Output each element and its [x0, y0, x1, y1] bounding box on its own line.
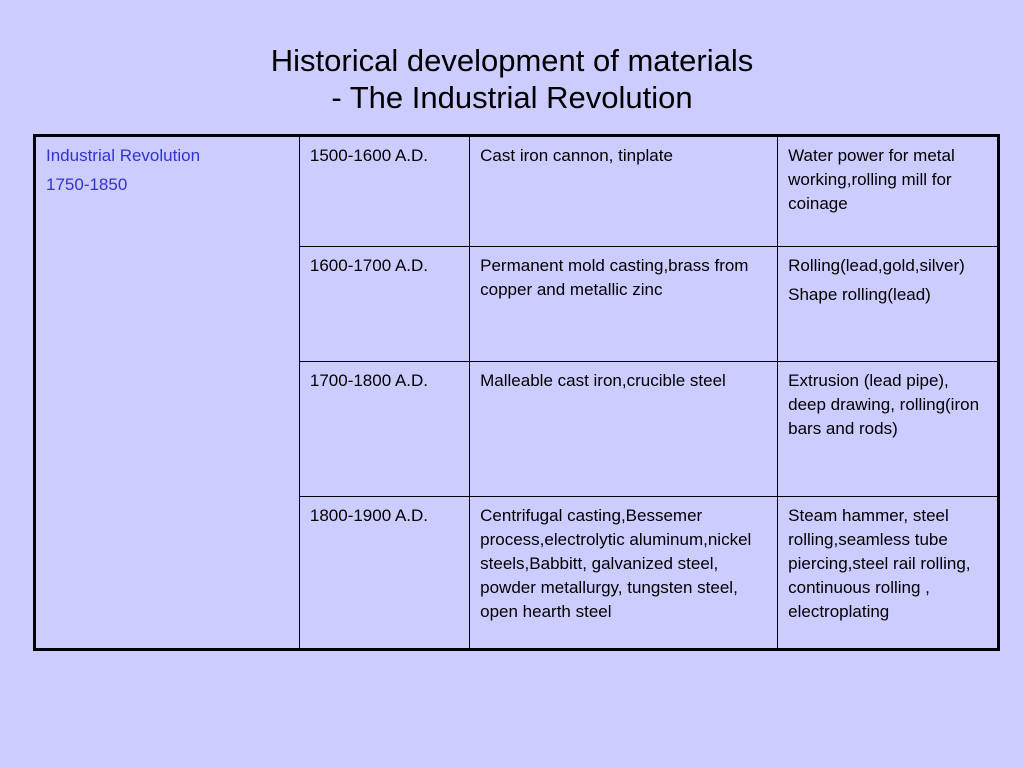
processes-cell: Rolling(lead,gold,silver) Shape rolling(…: [777, 246, 999, 362]
table-row: Industrial Revolution 1750-1850 1500-160…: [34, 135, 999, 650]
process-text: Extrusion (lead pipe), deep drawing, rol…: [788, 371, 980, 438]
process-text: Steam hammer, steel rolling,seamless tub…: [788, 506, 971, 621]
processes-cell: Extrusion (lead pipe), deep drawing, rol…: [777, 361, 999, 497]
period-cell: 1600-1700 A.D.: [298, 246, 471, 362]
period-cell: 1700-1800 A.D.: [298, 361, 471, 497]
process-text: Rolling(lead,gold,silver): [788, 256, 965, 275]
materials-cell: Malleable cast iron,crucible steel: [469, 361, 779, 497]
materials-cell: Centrifugal casting,Bessemer process,ele…: [469, 496, 779, 650]
materials-cell: Permanent mold casting,brass from copper…: [469, 246, 779, 362]
process-text: Shape rolling(lead): [788, 285, 931, 304]
table-row: 1600-1700 A.D. Permanent mold casting,br…: [35, 246, 999, 362]
materials-cell: Cast iron cannon, tinplate: [469, 135, 779, 247]
era-name: Industrial Revolution: [46, 146, 201, 165]
era-cell: Industrial Revolution 1750-1850: [34, 135, 300, 650]
process-text: Water power for metal working,rolling mi…: [788, 146, 955, 213]
processes-cell: Steam hammer, steel rolling,seamless tub…: [777, 496, 999, 650]
table-row: 1700-1800 A.D. Malleable cast iron,cruci…: [35, 361, 999, 497]
materials-history-table: Industrial Revolution 1750-1850 1500-160…: [33, 134, 1000, 651]
period-cell: 1500-1600 A.D.: [298, 135, 471, 247]
title-line-1: Historical development of materials: [270, 43, 754, 78]
processes-cell: Water power for metal working,rolling mi…: [777, 135, 999, 247]
title-line-2: - The Industrial Revolution: [331, 80, 693, 115]
era-years: 1750-1850: [46, 175, 128, 194]
slide-title: Historical development of materials - Th…: [0, 42, 1024, 116]
period-cell: 1800-1900 A.D.: [298, 496, 471, 650]
table-row: 1800-1900 A.D. Centrifugal casting,Besse…: [35, 496, 999, 650]
